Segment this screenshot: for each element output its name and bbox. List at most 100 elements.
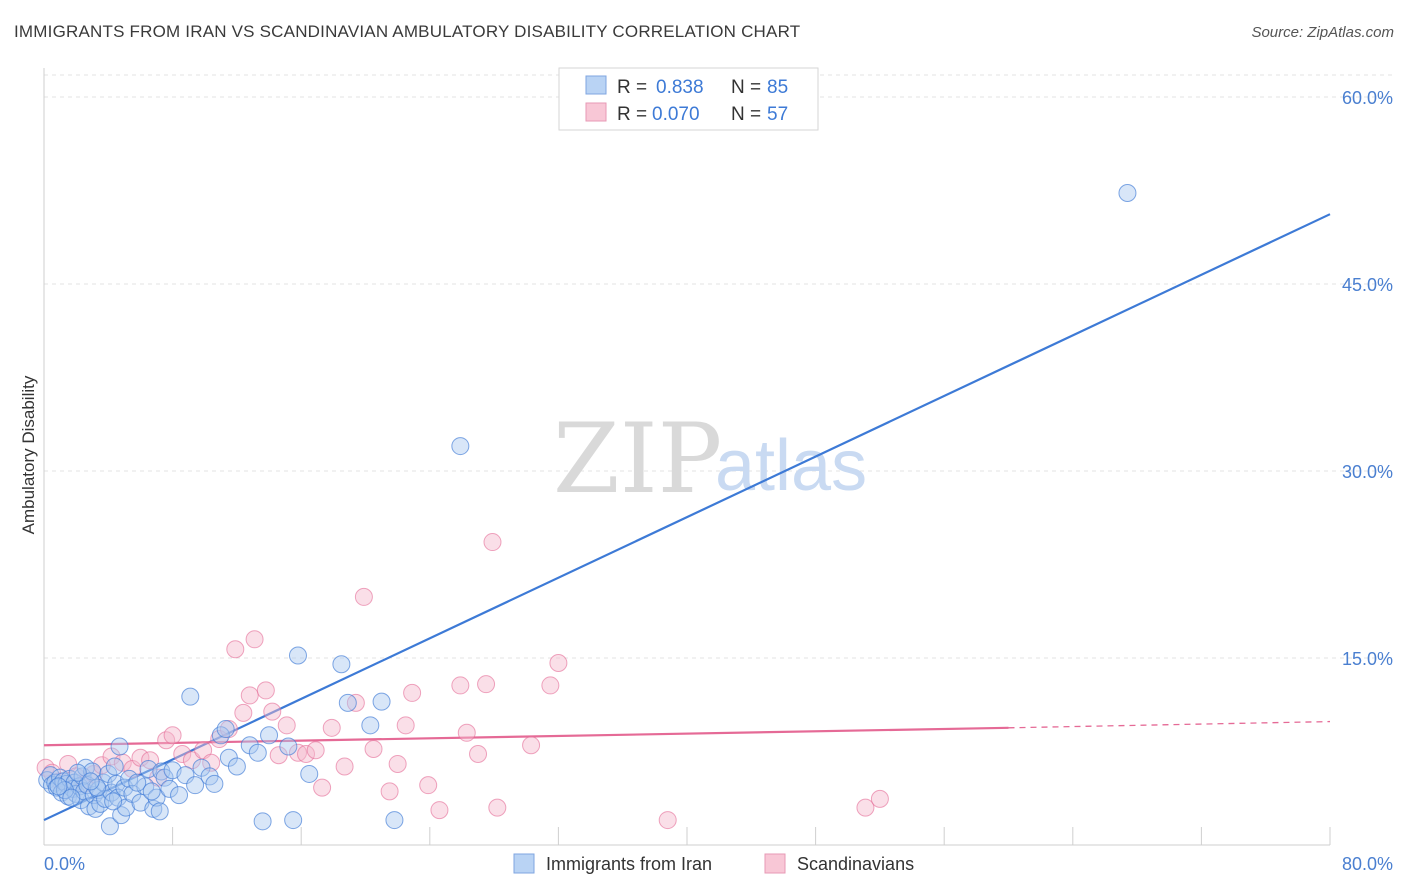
iran-trend-line	[43, 213, 1331, 822]
chart-title: IMMIGRANTS FROM IRAN VS SCANDINAVIAN AMB…	[14, 22, 801, 41]
iran-point	[288, 646, 307, 665]
scandinavians-point	[240, 686, 259, 705]
iran-point	[260, 726, 279, 745]
scandinavians-point	[263, 702, 282, 721]
iran-point	[385, 811, 404, 830]
y-tick-label-45: 45.0%	[1342, 275, 1393, 295]
iran-point	[205, 774, 224, 793]
scandinavians-point	[245, 630, 264, 649]
iran-point	[211, 726, 230, 745]
watermark: ZIP atlas	[553, 403, 867, 515]
scandinavians-point	[457, 723, 476, 742]
iran-point	[279, 737, 298, 756]
iran-point	[160, 779, 179, 798]
iran-point	[253, 812, 272, 831]
scandinavians-point	[322, 718, 341, 737]
iran-point	[110, 737, 129, 756]
iran-point	[170, 786, 189, 805]
scandinavians-point	[396, 716, 415, 735]
scandinavians-point	[488, 798, 507, 817]
scandinavians-points	[36, 533, 889, 830]
iran-point	[332, 655, 351, 674]
scandinavians-point	[313, 778, 332, 797]
legend: R = 0.838 N = 85 R = 0.070 N = 57	[558, 67, 819, 131]
scandinavians-point	[856, 798, 875, 817]
iran-point	[361, 716, 380, 735]
y-tick-labels: 15.0% 30.0% 45.0% 60.0%	[1342, 88, 1393, 669]
bottom-legend: Immigrants from Iran Scandinavians	[513, 853, 914, 874]
legend-n-label-1: N =	[731, 77, 761, 98]
iran-point	[216, 720, 235, 739]
scandinavians-point	[483, 533, 502, 552]
legend-r-label-2: R =	[617, 104, 647, 125]
iran-point	[142, 782, 161, 801]
axes	[43, 68, 1331, 846]
iran-point	[100, 817, 119, 836]
scandinavians-point	[226, 640, 245, 659]
grid-lines	[44, 74, 1392, 659]
iran-point	[81, 772, 100, 791]
scandinavians-point	[469, 744, 488, 763]
iran-point	[128, 773, 147, 792]
scandinavians-point	[380, 782, 399, 801]
scandinavians-point	[364, 740, 383, 759]
y-tick-label-60: 60.0%	[1342, 88, 1393, 108]
legend-n-label-2: N =	[731, 104, 761, 125]
iran-point	[186, 776, 205, 795]
scandinavians-point	[477, 675, 496, 694]
iran-point	[86, 799, 105, 818]
iran-point	[248, 743, 267, 762]
scandinavians-point	[163, 726, 182, 745]
iran-point	[284, 811, 303, 830]
y-tick-label-15: 15.0%	[1342, 649, 1393, 669]
iran-point	[338, 693, 357, 712]
x-tick-label-max: 80.0%	[1342, 854, 1393, 874]
legend-r-label-1: R =	[617, 77, 647, 98]
iran-point	[147, 788, 166, 807]
iran-point	[49, 777, 68, 796]
scandinavians-point	[297, 744, 316, 763]
legend-n-value-2: 57	[767, 104, 788, 125]
scandinavians-point	[451, 676, 470, 695]
legend-swatch-pink	[585, 102, 607, 122]
scandinavians-point	[419, 776, 438, 795]
iran-point	[62, 788, 81, 807]
source-label: Source: ZipAtlas.com	[1251, 24, 1394, 41]
scandinavians-trend-extension	[1008, 720, 1331, 729]
scandinavians-point	[388, 754, 407, 773]
y-tick-label-30: 30.0%	[1342, 462, 1393, 482]
x-tick-label-min: 0.0%	[44, 854, 85, 874]
scandinavians-point	[430, 801, 449, 820]
iran-point	[300, 764, 319, 783]
scandinavians-point	[522, 736, 541, 755]
legend-r-value-1: 0.838	[656, 77, 704, 98]
watermark-zip: ZIP	[553, 403, 722, 515]
bottom-legend-label-scandinavians: Scandinavians	[797, 854, 914, 874]
iran-point	[104, 792, 123, 811]
y-axis-title: Ambulatory Disability	[19, 375, 38, 534]
scandinavians-point	[182, 751, 201, 770]
iran-point	[105, 757, 124, 776]
iran-point	[227, 757, 246, 776]
iran-point	[181, 687, 200, 706]
iran-point	[68, 763, 87, 782]
scandinavians-point	[173, 744, 192, 763]
scandinavians-point	[234, 703, 253, 722]
iran-point	[1118, 183, 1137, 202]
legend-r-value-2: 0.070	[652, 104, 700, 125]
iran-points	[38, 183, 1137, 836]
x-tick-labels: 0.0% 80.0%	[44, 854, 1393, 874]
scandinavians-point	[403, 683, 422, 702]
bottom-legend-swatch-iran	[513, 853, 535, 874]
scandinavians-point	[658, 811, 677, 830]
iran-point	[150, 802, 169, 821]
iran-point	[176, 766, 195, 785]
legend-swatch-blue	[585, 75, 607, 95]
scandinavians-point	[354, 587, 373, 606]
scandinavians-point	[256, 681, 275, 700]
scandinavians-point	[541, 676, 560, 695]
iran-point	[451, 437, 470, 456]
bottom-legend-label-iran: Immigrants from Iran	[546, 854, 712, 874]
bottom-legend-swatch-scandinavians	[764, 853, 786, 874]
